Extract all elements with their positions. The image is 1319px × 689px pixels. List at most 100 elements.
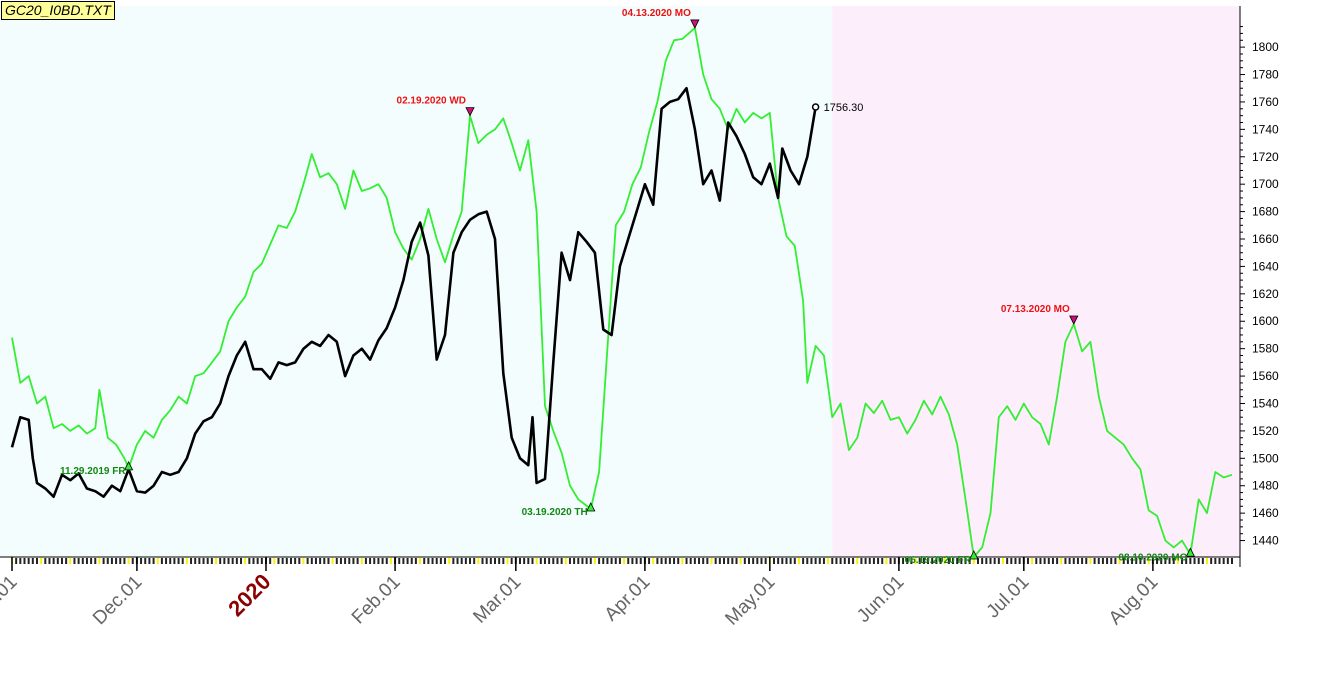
x-day-tick — [327, 558, 330, 564]
low-label: 06.19.2020 FR — [905, 555, 972, 566]
x-day-tick — [864, 558, 867, 564]
x-day-tick — [710, 558, 713, 564]
y-tick-label: 1440 — [1252, 534, 1279, 548]
x-day-tick — [427, 558, 430, 564]
x-day-tick — [918, 558, 921, 564]
x-day-tick — [1006, 558, 1009, 564]
x-day-tick — [564, 558, 567, 564]
x-day-tick — [215, 558, 218, 564]
x-day-tick — [1101, 558, 1104, 564]
x-day-tick — [1018, 558, 1021, 564]
x-day-tick — [498, 558, 501, 564]
x-day-tick — [960, 558, 963, 564]
x-day-tick — [877, 558, 880, 564]
x-day-tick — [156, 558, 159, 564]
x-day-tick — [639, 558, 642, 564]
x-day-tick — [473, 558, 476, 564]
high-marker — [1069, 315, 1079, 325]
x-day-tick — [756, 558, 759, 564]
y-tick-label: 1720 — [1252, 150, 1279, 164]
x-day-tick — [997, 558, 1000, 564]
x-day-tick — [1043, 558, 1046, 564]
x-day-tick — [360, 558, 363, 564]
x-day-tick — [527, 558, 530, 564]
x-day-tick — [385, 558, 388, 564]
x-day-tick — [1076, 558, 1079, 564]
x-day-tick — [664, 558, 667, 564]
x-day-tick — [1189, 558, 1192, 564]
y-tick-label: 1700 — [1252, 177, 1279, 191]
x-day-tick — [294, 558, 297, 564]
x-day-tick — [981, 558, 984, 564]
x-day-tick — [223, 558, 226, 564]
x-month-label: May.01 — [721, 572, 779, 630]
x-day-tick — [548, 558, 551, 564]
y-tick-label: 1500 — [1252, 451, 1279, 465]
x-day-tick — [510, 558, 513, 564]
x-day-tick — [872, 558, 875, 564]
x-day-tick — [1160, 558, 1163, 564]
x-day-tick — [460, 558, 463, 564]
x-day-tick — [127, 558, 130, 564]
x-day-tick — [260, 558, 263, 564]
x-day-tick — [1156, 558, 1159, 564]
x-day-tick — [344, 558, 347, 564]
x-day-tick — [772, 558, 775, 564]
x-day-tick — [306, 558, 309, 564]
x-day-tick — [847, 558, 850, 564]
low-marker — [1185, 547, 1196, 557]
x-day-tick — [244, 558, 247, 564]
x-day-tick — [964, 558, 967, 564]
x-day-tick — [718, 558, 721, 564]
x-day-tick — [65, 558, 68, 564]
x-day-tick — [144, 558, 147, 564]
x-month-label: Jun.01 — [853, 572, 908, 627]
x-day-tick — [173, 558, 176, 564]
x-day-tick — [552, 558, 555, 564]
x-day-tick — [1131, 558, 1134, 564]
x-month-label: Jul.01 — [983, 572, 1034, 623]
x-day-tick — [806, 558, 809, 564]
y-axis: 1440 1460 1480 1500 1520 1540 1560 1580 1600 1620… — [1239, 6, 1279, 567]
x-day-tick — [822, 558, 825, 564]
x-day-tick — [202, 558, 205, 564]
y-tick-label: 1760 — [1252, 95, 1279, 109]
x-day-tick — [69, 558, 72, 564]
x-day-tick — [177, 558, 180, 564]
x-day-tick — [752, 558, 755, 564]
x-day-tick — [331, 558, 334, 564]
x-day-tick — [739, 558, 742, 564]
x-day-tick — [1072, 558, 1075, 564]
x-day-tick — [364, 558, 367, 564]
x-day-tick — [506, 558, 509, 564]
x-day-tick — [444, 558, 447, 564]
x-day-tick — [952, 558, 955, 564]
x-day-tick — [323, 558, 326, 564]
x-day-tick — [1031, 558, 1034, 564]
x-day-tick — [356, 558, 359, 564]
x-day-tick — [743, 558, 746, 564]
x-day-tick — [1081, 558, 1084, 564]
x-day-tick — [585, 558, 588, 564]
x-day-tick — [1068, 558, 1071, 564]
x-day-tick — [19, 558, 22, 564]
x-day-tick — [914, 558, 917, 564]
x-day-tick — [56, 558, 59, 564]
x-day-tick — [1181, 558, 1184, 564]
plot-background — [0, 6, 1240, 557]
x-day-tick — [902, 558, 905, 564]
x-day-tick — [464, 558, 467, 564]
x-day-tick — [381, 558, 384, 564]
x-day-tick — [152, 558, 155, 564]
x-day-tick — [1139, 558, 1142, 564]
x-day-tick — [419, 558, 422, 564]
x-day-tick — [535, 558, 538, 564]
x-day-tick — [939, 558, 942, 564]
x-day-tick — [631, 558, 634, 564]
y-tick-label: 1780 — [1252, 68, 1279, 82]
x-day-tick — [614, 558, 617, 564]
x-day-tick — [277, 558, 280, 564]
x-day-tick — [160, 558, 163, 564]
series-layer: 1756.30 — [10, 27, 1233, 558]
x-day-tick — [456, 558, 459, 564]
